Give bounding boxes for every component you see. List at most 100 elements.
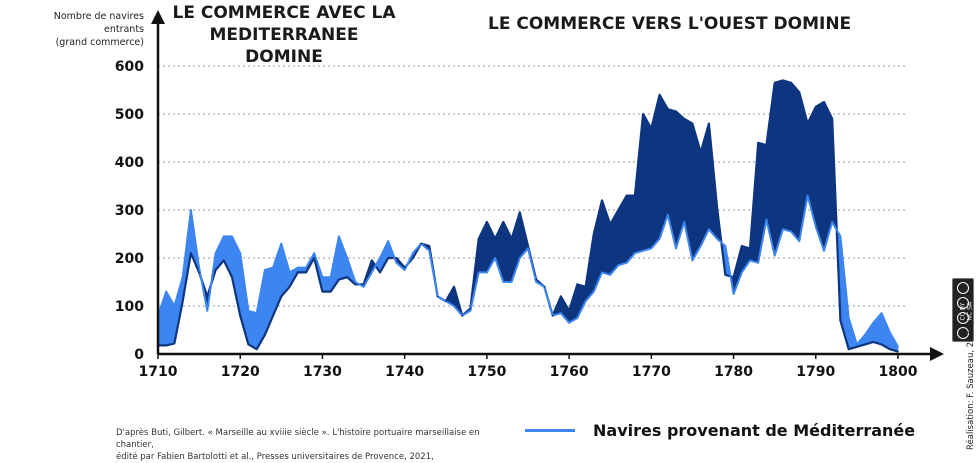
band-segment-75-0: [774, 79, 784, 256]
point-total-1778: [716, 206, 718, 209]
license-badge-text: CC BY NC SA: [959, 301, 974, 321]
point-mediterranean-1788: [798, 240, 801, 242]
point-total-1755: [527, 245, 529, 247]
point-mediterranean-1749: [477, 271, 480, 274]
point-mediterranean-1799: [888, 331, 891, 334]
point-mediterranean-1778: [716, 238, 718, 240]
point-mediterranean-1784: [765, 218, 768, 221]
point-total-1788: [798, 91, 801, 94]
point-total-1725: [280, 295, 283, 298]
point-total-1734: [354, 283, 357, 286]
point-mediterranean-1790: [814, 226, 817, 228]
point-mediterranean-1792: [831, 221, 834, 223]
point-total-1787: [790, 82, 792, 84]
point-total-1723: [264, 334, 266, 336]
point-mediterranean-1753: [510, 281, 513, 283]
point-mediterranean-1780: [732, 293, 735, 295]
point-total-1777: [708, 122, 710, 125]
y-tick-label-500: 500: [115, 107, 144, 123]
point-mediterranean-1736: [370, 271, 373, 274]
y-tick-label-600: 600: [115, 59, 144, 75]
y-tick-label-200: 200: [115, 251, 144, 267]
point-total-1780: [732, 276, 735, 279]
point-mediterranean-1729: [313, 252, 316, 254]
point-total-1758: [551, 314, 554, 317]
x-tick-label-1760: 1760: [550, 364, 589, 380]
point-total-1759: [560, 295, 562, 298]
point-mediterranean-1725: [280, 242, 283, 245]
point-mediterranean-1751: [494, 257, 496, 259]
point-total-1760: [568, 310, 570, 312]
point-total-1732: [338, 278, 340, 281]
point-mediterranean-1773: [675, 247, 677, 250]
point-mediterranean-1754: [518, 257, 521, 259]
point-mediterranean-1722: [255, 312, 258, 315]
point-total-1789: [806, 122, 809, 125]
point-total-1768: [634, 194, 636, 197]
point-mediterranean-1759: [560, 312, 562, 315]
band-segment-77-0: [790, 81, 800, 243]
point-mediterranean-1743: [428, 250, 431, 252]
y-axis-label-line2: (grand commerce): [55, 37, 144, 48]
x-tick-label-1780: 1780: [714, 364, 753, 380]
point-total-1781: [740, 245, 743, 247]
point-mediterranean-1735: [362, 286, 365, 288]
point-mediterranean-1796: [864, 334, 866, 336]
author-credit: Réalisation: F. Sauzeau, 2024: [966, 325, 976, 450]
point-mediterranean-1750: [486, 271, 488, 274]
point-total-1764: [601, 199, 603, 202]
y-axis-label-line1: Nombre de navires entrants: [53, 11, 144, 35]
point-total-1766: [617, 209, 620, 211]
point-total-1714: [190, 252, 192, 254]
point-total-1720: [239, 314, 242, 317]
point-mediterranean-1713: [181, 276, 184, 279]
point-total-1751: [494, 238, 496, 240]
point-mediterranean-1724: [272, 266, 274, 269]
point-mediterranean-1762: [584, 300, 587, 303]
y-axis-label: Nombre de navires entrants (grand commer…: [24, 10, 144, 49]
point-mediterranean-1765: [609, 274, 612, 276]
point-total-1797: [872, 341, 875, 343]
point-mediterranean-1740: [403, 269, 406, 271]
point-mediterranean-1721: [247, 310, 250, 312]
x-tick-label-1710: 1710: [139, 364, 178, 380]
point-total-1724: [272, 314, 274, 317]
point-mediterranean-1775: [691, 259, 694, 262]
point-mediterranean-1748: [469, 310, 472, 312]
annotation-mediterranean: LE COMMERCE AVEC LA MEDITERRANEE DOMINE: [172, 3, 396, 67]
point-mediterranean-1720: [239, 252, 242, 254]
legend: Navires provenant de Méditerranée: [525, 421, 915, 440]
band-segment-9-0: [231, 236, 241, 316]
point-total-1748: [469, 307, 472, 310]
point-mediterranean-1728: [305, 266, 307, 269]
x-tick-label-1730: 1730: [303, 364, 342, 380]
point-total-1746: [453, 286, 455, 288]
point-total-1796: [864, 343, 866, 346]
point-mediterranean-1716: [206, 310, 209, 312]
point-total-1731: [329, 290, 332, 293]
point-total-1717: [214, 269, 217, 271]
point-mediterranean-1777: [708, 228, 710, 230]
point-mediterranean-1755: [527, 247, 529, 250]
band-segment-51-0: [576, 284, 586, 319]
point-mediterranean-1766: [617, 264, 620, 267]
point-mediterranean-1741: [412, 252, 414, 254]
point-mediterranean-1732: [338, 235, 340, 238]
point-mediterranean-1711: [165, 290, 168, 293]
point-mediterranean-1767: [625, 262, 628, 264]
point-mediterranean-1783: [757, 262, 760, 264]
point-mediterranean-1781: [740, 271, 743, 274]
x-tick-label-1740: 1740: [385, 364, 424, 380]
point-total-1779: [724, 274, 727, 276]
point-total-1761: [576, 283, 579, 286]
point-mediterranean-1785: [773, 254, 776, 257]
point-total-1743: [428, 245, 431, 247]
source-line1: D'après Buti, Gilbert. « Marseille au xv…: [116, 428, 480, 450]
point-total-1790: [814, 106, 817, 108]
point-mediterranean-1798: [880, 312, 883, 315]
point-total-1784: [765, 144, 768, 146]
point-mediterranean-1726: [288, 271, 291, 274]
point-total-1762: [584, 286, 587, 288]
point-mediterranean-1718: [222, 235, 225, 238]
point-mediterranean-1774: [683, 221, 686, 223]
